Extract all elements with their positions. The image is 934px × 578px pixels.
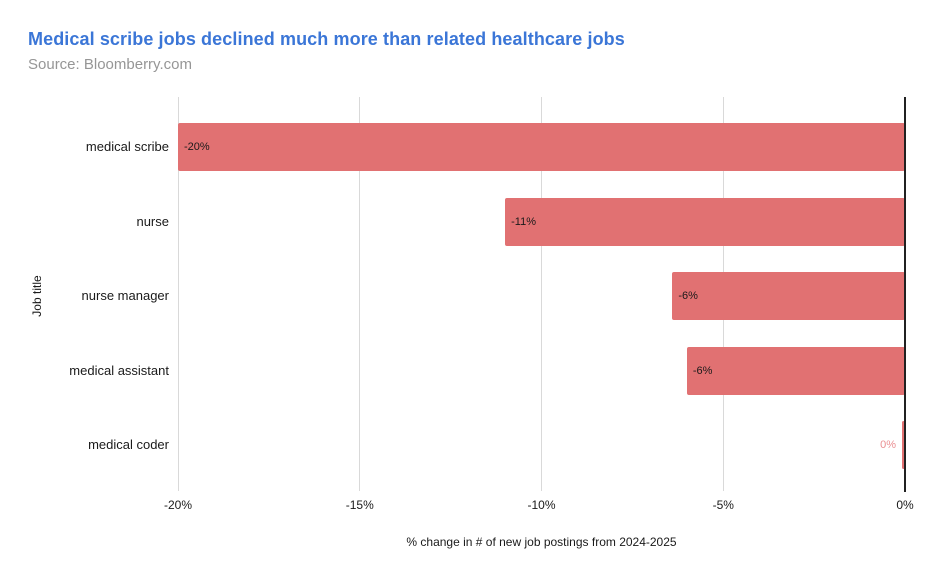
bar <box>505 197 905 246</box>
chart-title: Medical scribe jobs declined much more t… <box>28 29 625 49</box>
bar <box>686 346 905 395</box>
chart-source: Source: Bloomberry.com <box>28 56 192 73</box>
zero-axis-line <box>904 97 906 492</box>
gridline <box>541 97 542 491</box>
bar-value-label: -20% <box>184 141 210 153</box>
category-label: nurse <box>136 213 169 229</box>
bar-value-label: -6% <box>692 364 713 377</box>
x-tick-label: -5% <box>712 498 734 512</box>
category-label: medical assistant <box>69 362 169 378</box>
x-tick-label: -15% <box>345 498 374 512</box>
bar-value-label: -11% <box>511 215 537 228</box>
bar <box>902 421 905 469</box>
bar <box>672 272 905 320</box>
gridline <box>177 97 179 491</box>
bar <box>178 123 905 171</box>
category-label: nurse manager <box>81 288 169 303</box>
x-tick-label: -10% <box>527 498 556 512</box>
x-tick-label: -20% <box>163 498 192 512</box>
bar-value-label: 0% <box>880 439 896 451</box>
x-tick-label: 0% <box>896 498 914 512</box>
category-label: medical coder <box>88 437 169 452</box>
gridline <box>359 97 361 491</box>
category-label: medical scribe <box>85 139 169 154</box>
bar-value-label: -6% <box>678 290 698 302</box>
x-axis-title: % change in # of new job postings from 2… <box>406 535 677 549</box>
